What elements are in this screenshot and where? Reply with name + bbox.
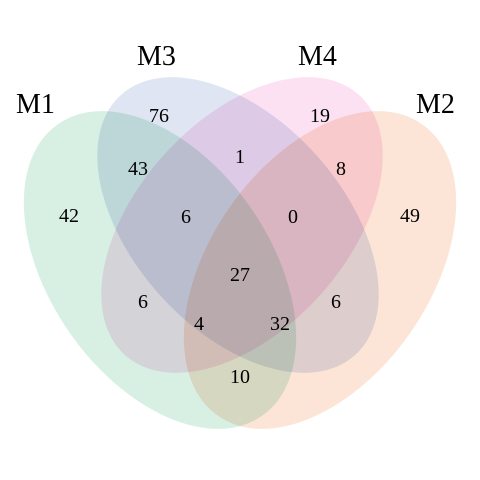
set-label-m4: M4: [298, 41, 337, 72]
set-label-m2: M2: [416, 89, 455, 120]
count-all: 27: [230, 264, 250, 286]
count-m1-m3: 43: [128, 158, 148, 180]
count-m3-m4: 1: [235, 146, 245, 168]
count-m1-m2-m3: 32: [270, 313, 290, 335]
set-label-m1: M1: [16, 89, 55, 120]
set-labels: M1 M2 M3 M4: [16, 41, 455, 120]
count-m1-m2: 10: [230, 366, 250, 388]
set-m4-ellipse: [101, 77, 383, 373]
count-m2-only: 49: [400, 205, 420, 227]
count-m1-only: 42: [59, 205, 79, 227]
count-m2-m4: 8: [336, 158, 346, 180]
count-m1-m2-m4: 4: [194, 313, 204, 335]
count-m4-only: 19: [310, 105, 330, 127]
count-m1-m3-m4: 6: [181, 206, 191, 228]
region-counts: 42 49 76 19 43 1 8 6 0 27 6 6 4 32 10: [59, 105, 420, 388]
count-m2-m3-m4: 0: [288, 206, 298, 228]
count-m3-only: 76: [149, 105, 169, 127]
set-shapes: [23, 77, 457, 429]
set-label-m3: M3: [137, 41, 176, 72]
count-m1-m4: 6: [138, 291, 148, 313]
count-m2-m3: 6: [331, 291, 341, 313]
